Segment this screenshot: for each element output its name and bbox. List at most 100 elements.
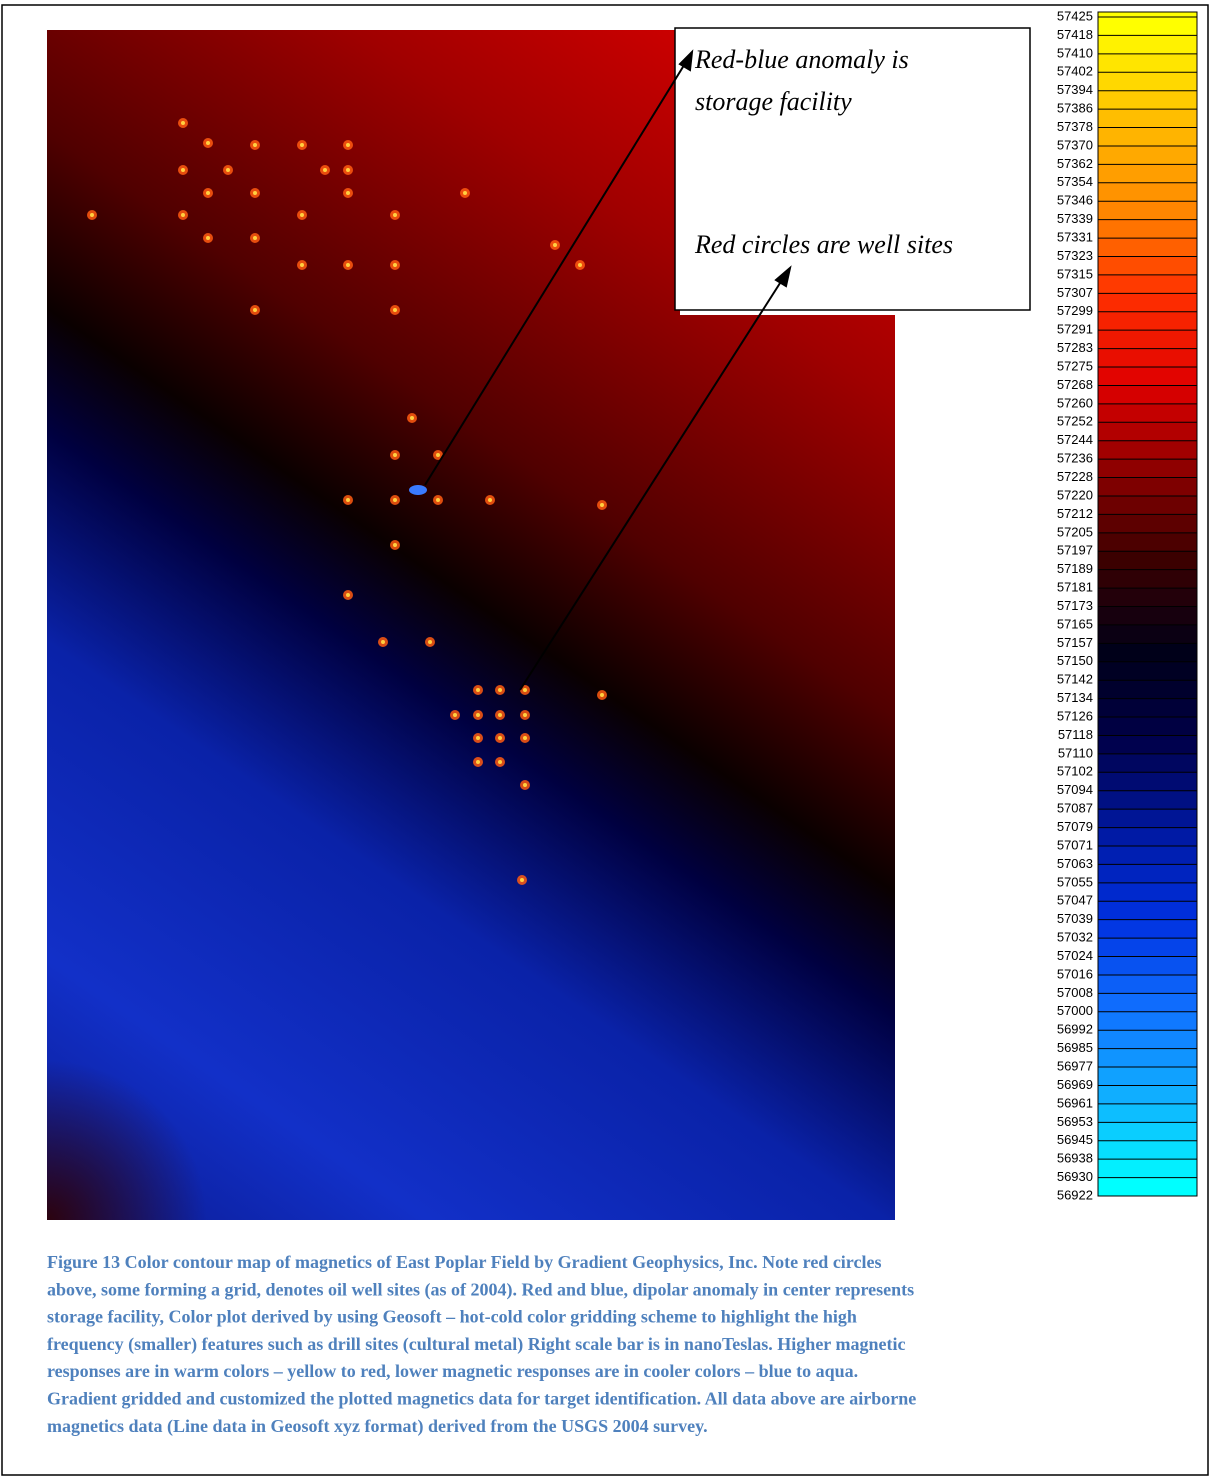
colorbar-band (1098, 533, 1197, 552)
colorbar-band (1098, 293, 1197, 312)
colorbar-label: 57157 (1057, 635, 1093, 650)
colorbar-band (1098, 717, 1197, 736)
colorbar-band (1098, 662, 1197, 681)
colorbar-band (1098, 680, 1197, 699)
colorbar-label: 57346 (1057, 193, 1093, 208)
well-site-core (393, 213, 397, 217)
colorbar-band (1098, 1159, 1197, 1178)
annotation: storage facility (695, 87, 852, 116)
well-site-core (523, 688, 527, 692)
colorbar-label: 57118 (1058, 727, 1093, 742)
colorbar-label: 57071 (1057, 837, 1093, 852)
colorbar-band (1098, 17, 1197, 36)
colorbar-band (1098, 975, 1197, 994)
colorbar-label: 57039 (1057, 911, 1093, 926)
well-site-core (498, 713, 502, 717)
well-site-core (476, 760, 480, 764)
well-site-core (206, 236, 210, 240)
well-site-core (428, 640, 432, 644)
colorbar-label: 57323 (1057, 248, 1093, 263)
well-site-core (393, 308, 397, 312)
colorbar-band (1098, 330, 1197, 349)
colorbar-label: 57102 (1057, 764, 1093, 779)
colorbar-band (1098, 1178, 1197, 1197)
well-site-core (393, 453, 397, 457)
colorbar-label: 57173 (1057, 598, 1093, 613)
caption-line: responses are in warm colors – yellow to… (47, 1361, 858, 1381)
well-site-core (346, 263, 350, 267)
caption-line: Gradient gridded and customized the plot… (47, 1389, 916, 1409)
colorbar-band (1098, 72, 1197, 91)
colorbar-label: 56922 (1057, 1187, 1093, 1202)
well-site-core (253, 308, 257, 312)
well-site-core (300, 263, 304, 267)
colorbar-label: 57410 (1057, 45, 1093, 60)
colorbar-band (1098, 993, 1197, 1012)
well-site-core (436, 453, 440, 457)
well-site-core (393, 498, 397, 502)
colorbar-band (1098, 883, 1197, 902)
colorbar-band (1098, 109, 1197, 128)
colorbar-label: 57024 (1057, 948, 1093, 963)
colorbar-band (1098, 275, 1197, 294)
colorbar-band (1098, 570, 1197, 589)
well-site-core (436, 498, 440, 502)
well-site-core (523, 736, 527, 740)
colorbar-label: 56938 (1057, 1151, 1093, 1166)
colorbar-label: 57055 (1057, 874, 1093, 889)
colorbar-band (1098, 441, 1197, 460)
colorbar-band (1098, 238, 1197, 257)
well-site-core (346, 191, 350, 195)
colorbar-label: 57228 (1057, 469, 1093, 484)
colorbar-label: 57212 (1057, 506, 1093, 521)
caption: Figure 13 Color contour map of magnetics… (47, 1252, 916, 1437)
colorbar-band (1098, 1122, 1197, 1141)
colorbar-band (1098, 846, 1197, 865)
well-site-core (600, 693, 604, 697)
well-site-core (453, 713, 457, 717)
colorbar-band (1098, 754, 1197, 773)
well-site-core (226, 168, 230, 172)
well-site-core (600, 503, 604, 507)
colorbar-band (1098, 772, 1197, 791)
colorbar-band (1098, 864, 1197, 883)
colorbar-band (1098, 422, 1197, 441)
colorbar-band (1098, 699, 1197, 718)
colorbar-band (1098, 496, 1197, 515)
annotation: Red circles are well sites (694, 230, 953, 259)
colorbar-band (1098, 588, 1197, 607)
colorbar-label: 57291 (1057, 322, 1093, 337)
well-site-core (498, 688, 502, 692)
colorbar-band (1098, 459, 1197, 478)
colorbar-label: 56930 (1057, 1169, 1093, 1184)
colorbar-label: 57252 (1057, 414, 1093, 429)
page: Red-blue anomaly is storage facility Red… (0, 0, 1212, 1481)
colorbar-band (1098, 404, 1197, 423)
colorbar-label: 57150 (1057, 653, 1093, 668)
colorbar-label: 57339 (1057, 211, 1093, 226)
colorbar-label: 56985 (1057, 1040, 1093, 1055)
colorbar-label: 57087 (1057, 801, 1093, 816)
well-site-core (476, 713, 480, 717)
colorbar-band (1098, 957, 1197, 976)
colorbar-band (1098, 514, 1197, 533)
well-site-core (253, 143, 257, 147)
colorbar-band (1098, 12, 1197, 17)
colorbar-band (1098, 1141, 1197, 1160)
colorbar-band (1098, 1030, 1197, 1049)
colorbar-label: 57142 (1057, 672, 1093, 687)
colorbar: 5742557418574105740257394573865737857370… (1057, 8, 1197, 1202)
well-site-core (300, 213, 304, 217)
colorbar-label: 57126 (1057, 708, 1093, 723)
colorbar-label: 56953 (1057, 1114, 1093, 1129)
colorbar-band (1098, 35, 1197, 54)
well-site-core (323, 168, 327, 172)
well-site-core (523, 783, 527, 787)
colorbar-label: 57047 (1057, 893, 1093, 908)
colorbar-band (1098, 1085, 1197, 1104)
caption-line: magnetics data (Line data in Geosoft xyz… (47, 1416, 708, 1437)
well-site-core (300, 143, 304, 147)
well-site-core (206, 191, 210, 195)
colorbar-label: 57418 (1057, 27, 1093, 42)
colorbar-label: 57378 (1057, 119, 1093, 134)
